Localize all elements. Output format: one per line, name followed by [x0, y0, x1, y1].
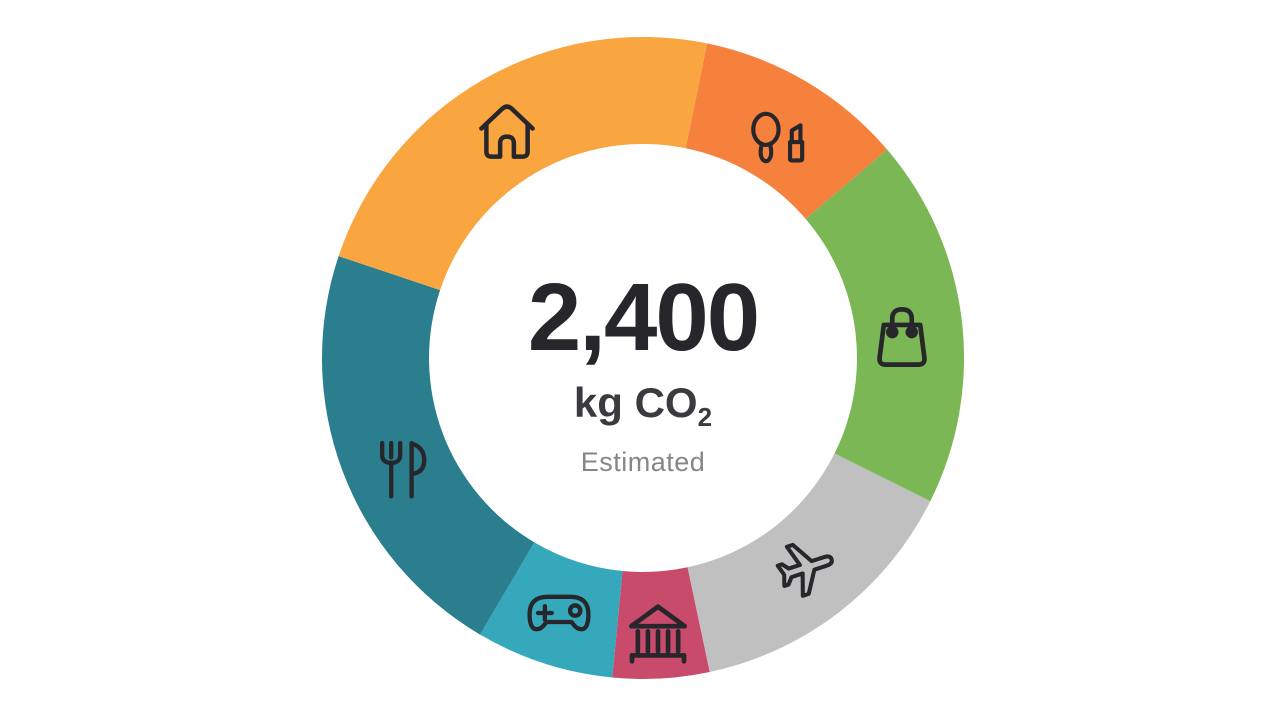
segment-flights	[687, 453, 931, 672]
segment-gaming	[480, 542, 623, 678]
airplane-icon	[775, 542, 834, 598]
game-controller-icon	[527, 594, 591, 632]
emissions-unit: kg CO2	[528, 379, 758, 431]
emissions-unit-subscript: 2	[697, 402, 713, 433]
estimate-label: Estimated	[580, 447, 706, 477]
home-icon	[479, 104, 535, 159]
shopping-bag-icon	[877, 307, 927, 367]
segment-food	[321, 256, 535, 635]
donut-center-text: 2,400 kg CO2 Estimated	[527, 264, 760, 477]
fork-knife-icon	[380, 440, 427, 499]
segment-home	[338, 36, 707, 291]
segment-personal-care	[685, 43, 888, 220]
emissions-unit-main: kg CO	[573, 379, 698, 426]
total-emissions-value: 2,400	[527, 264, 760, 371]
mirror-lipstick-icon	[751, 111, 805, 164]
bank-icon	[629, 604, 687, 664]
